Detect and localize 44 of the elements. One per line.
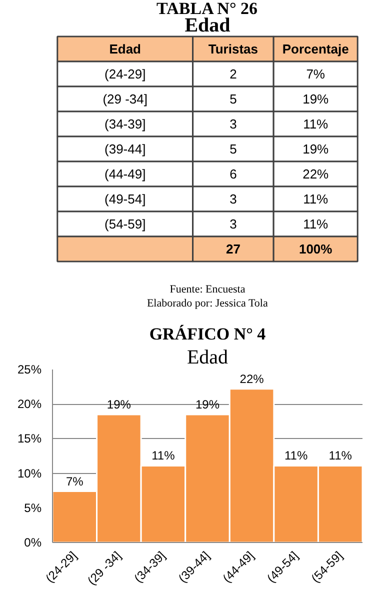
text: Elaborado por: Jessica Tola xyxy=(146,298,268,310)
data-label: 7% xyxy=(66,474,84,488)
source-note: Fuente: Encuesta xyxy=(170,284,246,296)
data-label: 5 xyxy=(230,92,237,106)
data-label: 19% xyxy=(302,92,330,106)
y-tick-label: 0% xyxy=(24,536,42,550)
data-label: 22% xyxy=(302,166,330,182)
series-label: Porcentaje xyxy=(282,42,349,56)
category-label: (44-49] xyxy=(104,166,146,182)
x-tick-label: (29 -34] xyxy=(84,548,124,588)
data-label: 19% xyxy=(195,397,220,412)
chart-subtitle: Edad xyxy=(186,346,228,368)
data-label: 6 xyxy=(230,166,237,182)
data-label: 19% xyxy=(106,397,132,412)
data-label: 11% xyxy=(303,216,329,232)
data-label: 3 xyxy=(230,216,237,232)
y-tick-label: 5% xyxy=(24,500,42,515)
category-label: (39-44] xyxy=(104,142,146,156)
text: 27 xyxy=(226,242,240,256)
y-tick-label: 25% xyxy=(17,362,42,376)
text: 100% xyxy=(298,242,332,256)
data-label: 7% xyxy=(306,66,326,82)
series-label: Turistas xyxy=(208,42,258,56)
y-tick-label: 10% xyxy=(17,466,42,480)
category-label: (49-54] xyxy=(104,192,146,206)
data-label: 11% xyxy=(303,192,329,206)
text: Edad xyxy=(109,42,142,56)
data-label: 2 xyxy=(230,66,237,82)
data-label: 11% xyxy=(152,448,176,463)
data-label: 3 xyxy=(230,116,237,132)
category-label: (34-39] xyxy=(104,116,146,132)
data-label: 3 xyxy=(230,192,237,206)
data-label: 11% xyxy=(284,448,308,463)
data-label: 11% xyxy=(303,116,329,132)
y-tick-label: 15% xyxy=(17,432,42,446)
data-label: 11% xyxy=(328,448,352,463)
category-label: (54-59] xyxy=(104,216,146,232)
y-tick-label: 20% xyxy=(17,397,42,412)
data-label: 5 xyxy=(230,142,237,156)
data-label: 22% xyxy=(240,372,264,386)
category-label: (29 -34] xyxy=(102,92,148,106)
chart-title: GRÁFICO N° 4 xyxy=(149,324,266,344)
category-label: (24-29] xyxy=(104,66,146,82)
data-label: 19% xyxy=(302,142,330,156)
